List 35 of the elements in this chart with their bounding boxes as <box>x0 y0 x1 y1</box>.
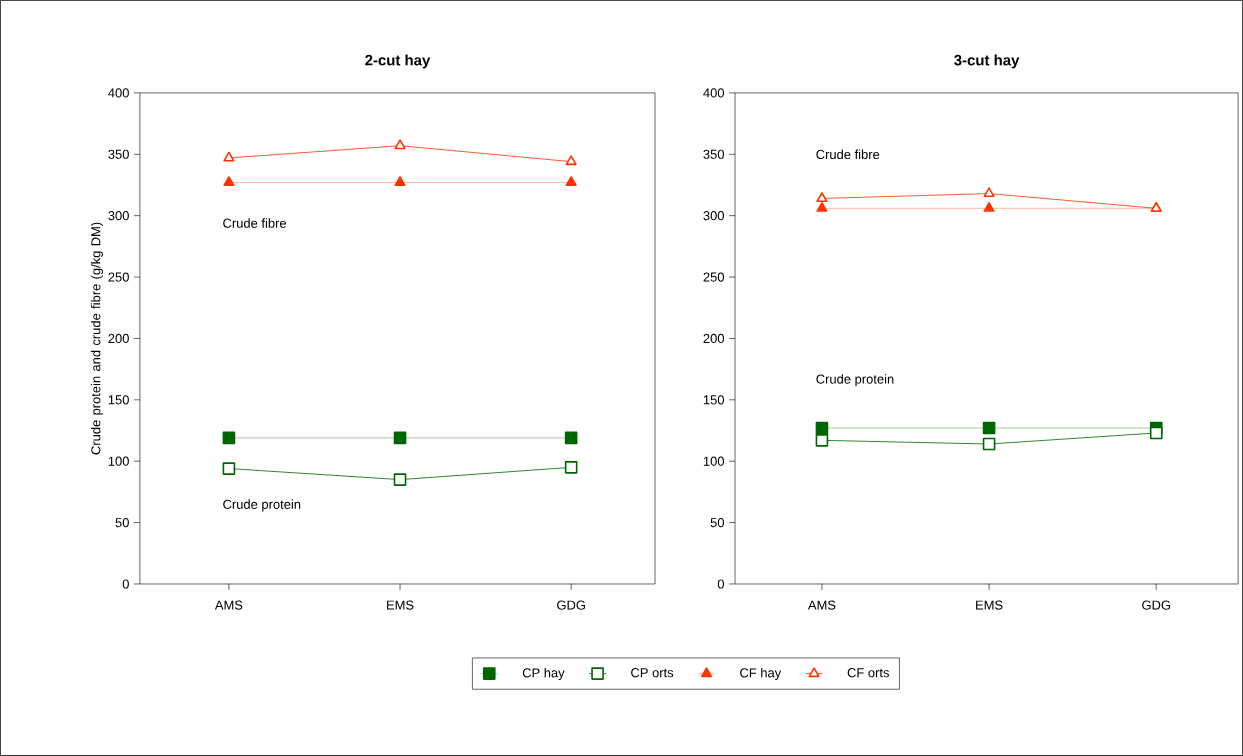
legend-label: CP orts <box>631 668 674 678</box>
y-tick-label: 350 <box>703 149 725 159</box>
y-tick-label: 100 <box>108 456 129 466</box>
annotation: Crude protein <box>223 499 301 512</box>
legend-label: CF orts <box>847 668 889 678</box>
x-tick-label: AMS <box>807 600 836 610</box>
y-tick-label: 300 <box>108 211 129 221</box>
y-tick-label: 400 <box>703 88 725 98</box>
y-tick-label: 100 <box>703 456 725 466</box>
y-tick-label: 0 <box>122 579 129 589</box>
y-tick-label: 150 <box>108 395 129 405</box>
y-tick-label: 350 <box>108 149 129 159</box>
y-tick-label: 300 <box>703 211 725 221</box>
y-tick-label: 250 <box>703 272 725 282</box>
y-tick-label: 50 <box>115 518 129 528</box>
y-tick-label: 200 <box>108 333 129 344</box>
y-tick-label: 50 <box>710 518 725 528</box>
x-tick-label: EMS <box>976 600 1003 610</box>
annotation: Crude fibre <box>223 218 287 228</box>
y-tick-label: 150 <box>703 395 725 405</box>
y-axis-title: Crude protein and crude fibre (g/kg DM) <box>90 222 103 455</box>
x-tick-label: AMS <box>214 600 243 610</box>
x-tick-label: EMS <box>387 600 414 610</box>
annotation: Crude protein <box>816 374 894 387</box>
y-tick-label: 0 <box>717 579 725 589</box>
x-tick-label: GDG <box>557 600 585 610</box>
chart-title: 2-cut hay <box>365 54 431 69</box>
annotation: Crude fibre <box>816 149 880 160</box>
y-tick-label: 400 <box>108 88 129 98</box>
chart-title: 3-cut hay <box>954 54 1020 69</box>
legend-label: CF hay <box>740 667 782 681</box>
y-tick-label: 250 <box>108 272 129 282</box>
x-tick-label: GDG <box>1142 600 1171 610</box>
y-tick-label: 200 <box>703 333 725 344</box>
legend-label: CP hay <box>522 667 565 681</box>
